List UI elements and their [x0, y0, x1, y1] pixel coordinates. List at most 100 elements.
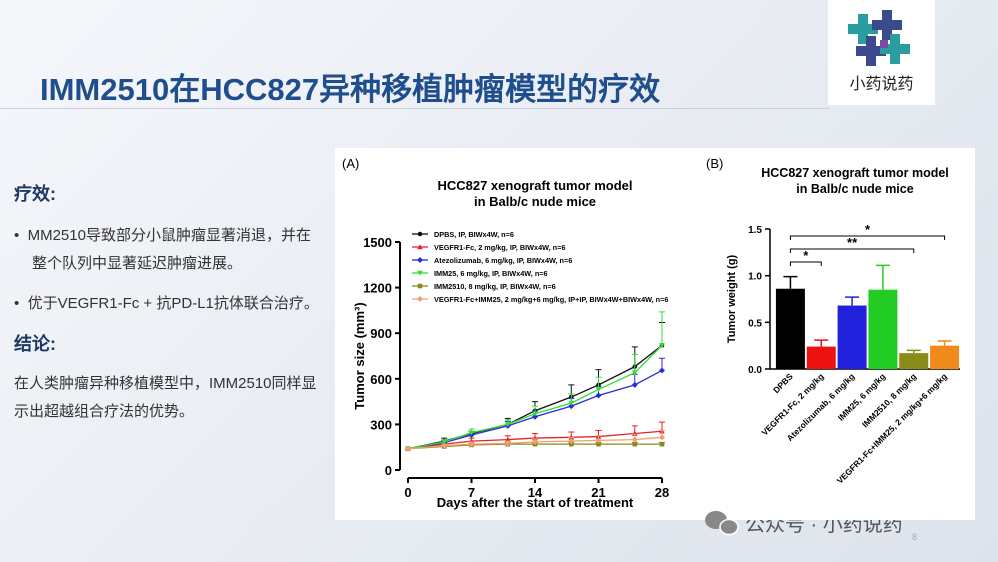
marker — [659, 441, 665, 447]
marker — [417, 257, 423, 263]
marker — [441, 439, 448, 445]
y-tick-label: 1.0 — [748, 272, 762, 283]
bar — [806, 346, 836, 369]
bar — [837, 305, 867, 369]
bullet: • MM2510导致部分小鼠肿瘤显著消退，并在整个队列中显著延迟肿瘤进展。 — [14, 222, 322, 278]
marker — [441, 442, 448, 449]
legend-label: VEGFR1-Fc+IMM25, 2 mg/kg+6 mg/kg, IP+IP,… — [434, 295, 668, 304]
x-tick-label: 28 — [655, 485, 669, 500]
marker — [505, 422, 511, 428]
marker — [532, 438, 538, 445]
y-tick-label: 0.5 — [748, 318, 762, 329]
marker — [659, 434, 665, 441]
bar — [930, 345, 960, 369]
marker — [417, 283, 423, 289]
bullet-dot: • — [14, 295, 28, 312]
marker — [659, 343, 665, 349]
marker — [568, 403, 575, 410]
marker — [631, 436, 638, 443]
marker — [417, 296, 423, 302]
error-bar — [937, 340, 952, 346]
marker — [568, 438, 575, 445]
marker — [595, 387, 602, 393]
marker — [468, 430, 475, 436]
bar — [775, 288, 805, 369]
x-axis-label: Days after the start of treatment — [437, 495, 634, 510]
wechat-icon — [705, 511, 739, 536]
logo-icon — [848, 10, 910, 66]
marker — [631, 381, 638, 388]
marker — [595, 392, 602, 399]
error-bar — [875, 264, 890, 290]
chart-title: HCC827 xenograft tumor model — [437, 178, 632, 193]
error-bar — [845, 296, 860, 306]
bar — [899, 353, 929, 369]
heading: 结论: — [14, 334, 56, 354]
page-number: 8 — [912, 532, 918, 542]
significance-label: * — [803, 248, 809, 263]
error-bar — [659, 311, 665, 346]
chart-title: HCC827 xenograft tumor model — [761, 166, 949, 180]
marker — [632, 370, 638, 376]
error-bar — [783, 275, 798, 289]
title-rule — [0, 108, 830, 109]
significance-bracket — [789, 248, 915, 253]
conclusion: 在人类肿瘤异种移植模型中，IMM2510同样显示出超越组合疗法的优势。 — [14, 375, 317, 420]
error-bar — [631, 353, 638, 373]
chart-title: in Balb/c nude mice — [474, 194, 596, 209]
y-tick-label: 0.0 — [748, 365, 762, 376]
marker — [417, 270, 423, 276]
bullet-dot: • — [14, 227, 28, 244]
y-tick-label: 1500 — [363, 235, 392, 250]
marker — [417, 231, 423, 237]
marker — [532, 413, 538, 420]
y-tick-label: 1200 — [363, 281, 392, 296]
significance-label: * — [865, 222, 871, 237]
y-tick-label: 900 — [370, 326, 392, 341]
marker — [632, 441, 638, 447]
marker — [417, 244, 423, 250]
panel-label: (A) — [342, 156, 359, 171]
marker — [504, 440, 511, 447]
y-axis-label: Tumor weight (g) — [726, 254, 738, 343]
marker — [568, 441, 574, 447]
y-axis-label: Tumor size (mm³) — [352, 302, 367, 409]
bar — [868, 289, 898, 369]
marker — [468, 441, 475, 448]
slide-title: IMM2510在HCC827异种移植肿瘤模型的疗效 — [40, 72, 661, 107]
bullet-text: 优于VEGFR1-Fc + 抗PD-L1抗体联合治疗。 — [27, 295, 319, 312]
marker — [596, 441, 601, 447]
legend-label: IMM25, 6 mg/kg, IP, BIWx4W, n=6 — [434, 269, 548, 278]
legend-label: Atezolizumab, 6 mg/kg, IP, BIWx4W, n=6 — [434, 256, 572, 265]
marker — [532, 411, 538, 417]
y-tick-label: 0 — [385, 463, 392, 478]
x-tick-label: 14 — [528, 485, 543, 500]
bullet-text: MM2510导致部分小鼠肿瘤显著消退，并在整个队列中显著延迟肿瘤进展。 — [27, 227, 311, 272]
legend-label: DPBS, IP, BIWx4W, n=6 — [434, 230, 514, 239]
y-tick-label: 300 — [370, 417, 392, 432]
panel-label: (B) — [706, 156, 723, 171]
marker — [659, 367, 665, 374]
logo-text: 小药说药 — [849, 76, 914, 93]
bullet: • 优于VEGFR1-Fc + 抗PD-L1抗体联合治疗。 — [14, 290, 362, 318]
error-bar — [906, 349, 921, 354]
significance-bracket — [789, 261, 822, 266]
x-tick-label: 0 — [404, 485, 411, 500]
x-tick-label: 21 — [591, 485, 605, 500]
heading: 疗效: — [14, 184, 56, 204]
significance-bracket — [789, 235, 946, 240]
legend-label: IMM2510, 8 mg/kg, IP, BIWx4W, n=6 — [434, 282, 556, 291]
y-tick-label: 1.5 — [748, 225, 762, 236]
marker — [405, 445, 411, 452]
chart-panel — [335, 148, 975, 520]
x-tick-label: 7 — [468, 485, 475, 500]
error-bar — [814, 339, 829, 347]
marker — [595, 437, 602, 444]
legend-label: VEGFR1-Fc, 2 mg/kg, IP, BIWx4W, n=6 — [434, 243, 565, 252]
marker — [568, 400, 575, 406]
y-tick-label: 600 — [370, 372, 392, 387]
chart-title: in Balb/c nude mice — [796, 182, 913, 196]
significance-label: ** — [847, 235, 858, 250]
